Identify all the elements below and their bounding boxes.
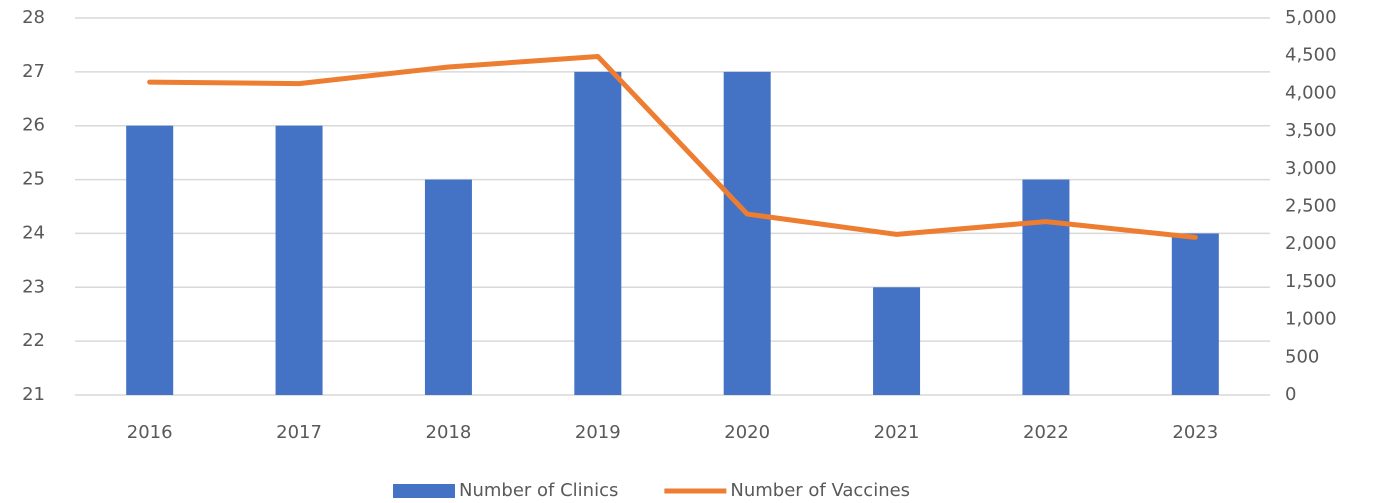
bar [723, 71, 771, 395]
legend-label: Number of Clinics [459, 480, 618, 501]
bar [1171, 233, 1219, 395]
y-tick-label: 24 [22, 222, 45, 243]
x-tick-label: 2017 [276, 422, 322, 443]
x-tick-label: 2020 [724, 422, 770, 443]
y-tick-label: 22 [22, 330, 45, 351]
bar [873, 287, 921, 395]
x-tick-label: 2022 [1023, 422, 1069, 443]
bar [424, 179, 472, 395]
y-tick-label: 21 [22, 384, 45, 405]
legend-label: Number of Vaccines [730, 480, 910, 501]
y-tick-label: 25 [22, 169, 45, 190]
y2-tick-label: 3,000 [1285, 158, 1337, 179]
y2-tick-label: 0 [1285, 384, 1296, 405]
y2-tick-label: 2,000 [1285, 233, 1337, 254]
bar [275, 125, 323, 395]
legend-swatch [393, 484, 455, 498]
y-tick-label: 28 [22, 7, 45, 28]
y2-tick-label: 1,500 [1285, 271, 1337, 292]
y2-tick-label: 4,000 [1285, 82, 1337, 103]
x-tick-label: 2023 [1172, 422, 1218, 443]
y-tick-label: 23 [22, 276, 45, 297]
bar [1022, 179, 1070, 395]
bar [574, 71, 622, 395]
x-tick-label: 2019 [575, 422, 621, 443]
line [147, 53, 1198, 240]
x-tick-label: 2021 [874, 422, 920, 443]
x-tick-label: 2016 [127, 422, 173, 443]
y2-tick-label: 500 [1285, 346, 1319, 367]
y2-tick-label: 1,000 [1285, 309, 1337, 330]
y2-tick-label: 4,500 [1285, 45, 1337, 66]
y2-tick-label: 3,500 [1285, 120, 1337, 141]
y-tick-label: 26 [22, 115, 45, 136]
bar [126, 125, 174, 395]
y2-tick-label: 2,500 [1285, 196, 1337, 217]
y-tick-label: 27 [22, 61, 45, 82]
y2-tick-label: 5,000 [1285, 7, 1337, 28]
x-tick-label: 2018 [426, 422, 472, 443]
